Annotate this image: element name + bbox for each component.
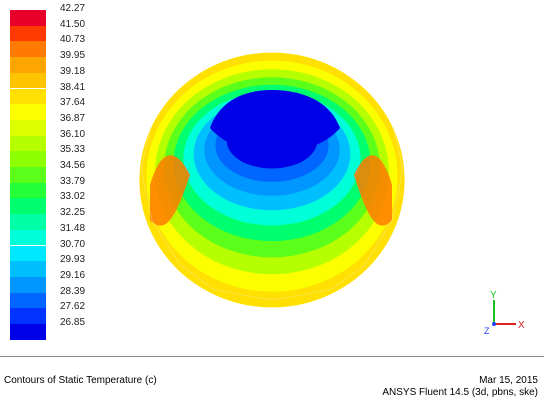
plot-date: Mar 15, 2015 — [479, 375, 538, 386]
legend-swatch — [10, 167, 46, 183]
plot-caption: Contours of Static Temperature (c) — [4, 375, 157, 386]
legend-label: 39.18 — [60, 65, 86, 77]
software-version: ANSYS Fluent 14.5 (3d, pbns, ske) — [382, 387, 538, 398]
x-axis-label: X — [518, 320, 525, 331]
legend-swatch — [10, 10, 46, 26]
legend-swatch — [10, 104, 46, 120]
legend-swatch — [10, 135, 46, 152]
legend-swatch — [10, 292, 46, 309]
legend-swatch — [10, 88, 46, 105]
legend-label: 31.48 — [60, 222, 86, 234]
legend-label: 29.93 — [60, 254, 86, 266]
legend-swatch — [10, 229, 46, 246]
legend-label: 27.62 — [60, 301, 86, 313]
legend-swatch — [10, 119, 46, 136]
legend-label: 30.70 — [60, 238, 86, 250]
axis-triad-icon: Y X Z — [484, 290, 525, 335]
legend-swatch — [10, 245, 46, 262]
legend-swatch — [10, 214, 46, 230]
legend-swatch — [10, 324, 46, 340]
z-axis-label: Z — [484, 326, 490, 335]
color-legend: 42.27 41.50 40.73 39.95 39.18 38.41 37.64 36.87… — [0, 0, 110, 350]
mesh-outline — [140, 49, 404, 301]
legend-label: 28.39 — [60, 285, 86, 297]
hot-region-right — [354, 155, 392, 226]
legend-label: 37.64 — [60, 97, 86, 109]
divider — [0, 356, 544, 357]
y-axis-label: Y — [490, 290, 497, 301]
legend-label: 42.27 — [60, 3, 86, 14]
legend-label: 33.02 — [60, 191, 86, 203]
legend-swatch — [10, 72, 46, 89]
legend-swatch — [10, 261, 46, 277]
legend-label: 39.95 — [60, 50, 86, 62]
legend-label: 40.73 — [60, 34, 86, 46]
cold-core — [210, 90, 340, 164]
legend-swatch — [10, 182, 46, 199]
legend-swatch — [10, 41, 46, 58]
legend-label: 41.50 — [60, 18, 86, 30]
legend-label: 26.85 — [60, 317, 86, 328]
legend-swatch — [10, 57, 46, 73]
legend-label: 36.10 — [60, 128, 86, 140]
legend-label: 38.41 — [60, 81, 86, 93]
legend-label: 33.79 — [60, 175, 86, 187]
legend-label: 29.16 — [60, 269, 86, 281]
legend-swatch — [10, 198, 46, 215]
legend-swatch — [10, 308, 46, 324]
legend-swatch — [10, 25, 46, 42]
hot-region-left — [150, 155, 190, 226]
legend-swatch — [10, 276, 46, 293]
contour-plot — [139, 49, 405, 308]
legend-swatch — [10, 151, 46, 167]
legend-label: 36.87 — [60, 112, 86, 124]
legend-label: 34.56 — [60, 160, 86, 171]
legend-label: 32.25 — [60, 207, 86, 219]
legend-label: 35.33 — [60, 144, 86, 156]
